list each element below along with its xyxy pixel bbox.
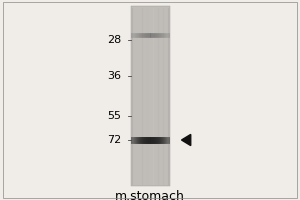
Text: 72: 72 — [107, 135, 122, 145]
Text: 36: 36 — [107, 71, 122, 81]
Text: m.stomach: m.stomach — [115, 190, 185, 200]
Text: 28: 28 — [107, 35, 122, 45]
Bar — [130, 6, 170, 186]
Text: 55: 55 — [107, 111, 122, 121]
Polygon shape — [182, 134, 191, 146]
